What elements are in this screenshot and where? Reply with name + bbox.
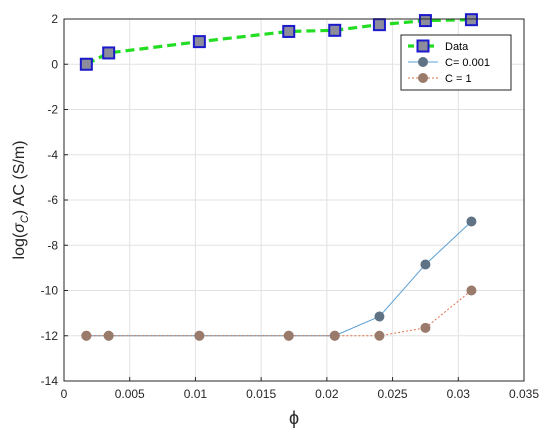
data-point: [420, 259, 431, 270]
data-point: [374, 330, 385, 341]
data-point: [464, 13, 478, 27]
x-tick-label: 0.005: [115, 387, 145, 401]
y-axis-label-subscript: C: [19, 215, 31, 223]
data-point: [282, 24, 296, 38]
y-tick-label: -6: [47, 193, 58, 207]
y-axis-label-sigma: σ: [11, 222, 28, 233]
y-tick-label: -4: [47, 148, 58, 162]
y-tick-label: -8: [47, 238, 58, 252]
y-tick-label: -10: [41, 284, 59, 298]
legend-marker: [418, 73, 428, 83]
y-tick-label: 2: [51, 12, 58, 26]
data-point: [328, 23, 342, 37]
y-axis-label-suffix: ) AC (S/m): [11, 141, 28, 216]
x-axis-label: ϕ: [289, 408, 299, 428]
x-tick-label: 0.02: [315, 387, 339, 401]
legend-label: C= 0.001: [445, 57, 490, 69]
data-point: [329, 330, 340, 341]
data-point: [374, 311, 385, 322]
axis-ticks: 0 0.005 0.01 0.015 0.02 0.025 0.03 0.035 -14 -12 -…: [41, 12, 540, 401]
legend: Data C= 0.001 C = 1: [400, 34, 512, 91]
data-point: [81, 330, 92, 341]
data-point: [79, 57, 93, 71]
y-tick-label: -12: [41, 329, 59, 343]
data-point: [103, 330, 114, 341]
data-point: [466, 285, 477, 296]
y-axis-label: log(σC) AC (S/m): [11, 141, 31, 260]
data-point: [283, 330, 294, 341]
series-line: [86, 290, 472, 337]
data-point: [102, 46, 116, 60]
y-tick-label: -2: [47, 103, 58, 117]
y-tick-label: -14: [41, 374, 59, 388]
series-layer: [79, 13, 478, 341]
data-point: [192, 35, 206, 49]
data-point: [466, 216, 477, 227]
x-tick-label: 0: [61, 387, 68, 401]
legend-label: Data: [445, 41, 469, 53]
x-tick-label: 0.025: [378, 387, 408, 401]
x-tick-label: 0.015: [246, 387, 276, 401]
y-axis-label-prefix: log(: [11, 232, 28, 259]
legend-marker: [418, 57, 428, 67]
legend-label: C = 1: [445, 73, 472, 85]
y-tick-label: 0: [51, 57, 58, 71]
data-point: [420, 322, 431, 333]
data-point: [372, 18, 386, 32]
x-tick-label: 0.01: [184, 387, 208, 401]
series-line: [85, 18, 472, 66]
legend-marker: [416, 39, 430, 53]
x-tick-label: 0.035: [509, 387, 539, 401]
data-point: [418, 14, 432, 28]
data-point: [194, 330, 205, 341]
x-tick-label: 0.03: [447, 387, 471, 401]
